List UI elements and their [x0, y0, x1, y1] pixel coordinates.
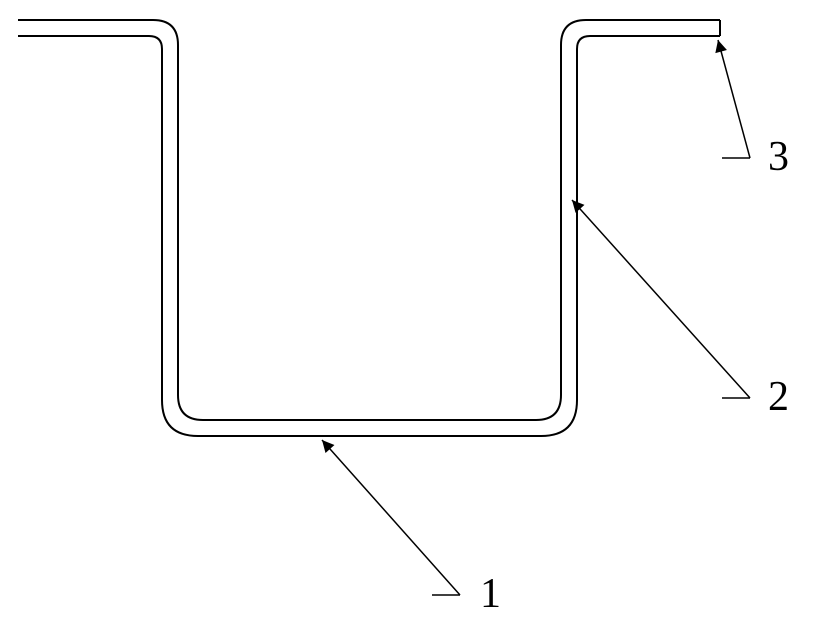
outer-outline [18, 20, 720, 420]
leader-3 [718, 40, 750, 158]
leader-1 [322, 440, 460, 595]
label-1: 1 [480, 570, 501, 618]
label-3: 3 [768, 133, 789, 181]
leader-2 [572, 200, 750, 398]
label-2: 2 [768, 373, 789, 421]
cross-section-diagram: 1 2 3 [0, 0, 833, 627]
channel-profile [18, 20, 720, 436]
diagram-svg [0, 0, 833, 627]
inner-outline [18, 36, 720, 436]
